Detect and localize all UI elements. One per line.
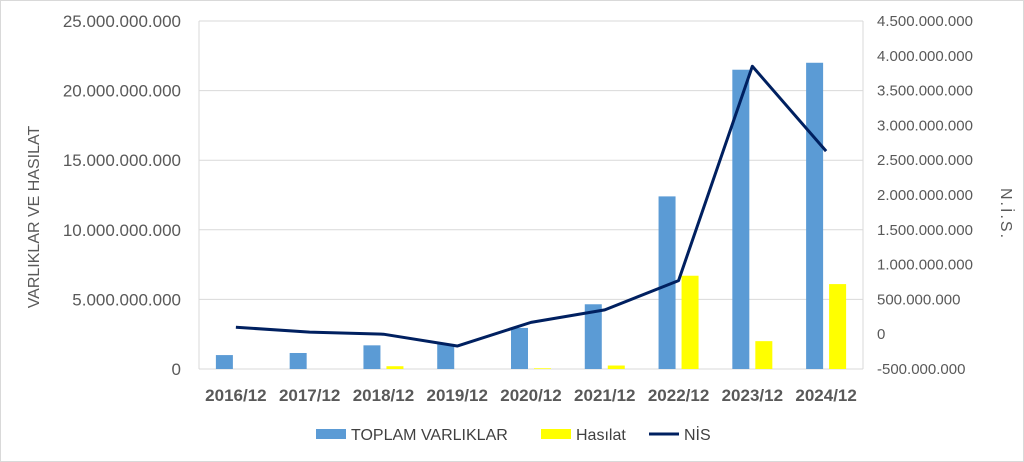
x-tick-label: 2018/12 (353, 386, 414, 405)
x-tick-label: 2024/12 (795, 386, 856, 405)
bar (534, 368, 551, 369)
left-tick-label: 0 (172, 360, 181, 379)
bar (511, 327, 528, 369)
left-tick-label: 5.000.000.000 (72, 290, 181, 309)
left-axis-ticks: 0 5.000.000.000 10.000.000.000 15.000.000.0… (63, 12, 181, 379)
bar (806, 62, 824, 369)
left-axis-title: VARLIKLAR VE HASILAT (26, 125, 43, 308)
right-tick-label: 2.500.000.000 (877, 152, 973, 169)
left-tick-label: 15.000.000.000 (63, 151, 181, 170)
right-tick-label: 2.000.000.000 (877, 187, 973, 204)
x-tick-label: 2017/12 (279, 386, 340, 405)
left-tick-label: 25.000.000.000 (63, 12, 181, 31)
bar (829, 284, 847, 369)
bar (363, 345, 381, 369)
bar (607, 365, 625, 369)
bar (681, 275, 699, 369)
gridlines (198, 20, 864, 370)
right-tick-label: 500.000.000 (877, 291, 960, 308)
line-series (235, 64, 828, 348)
right-tick-label: 1.500.000.000 (877, 222, 973, 239)
x-tick-label: 2022/12 (648, 386, 709, 405)
right-tick-label: 1.000.000.000 (877, 257, 973, 274)
x-axis-ticks: 2016/12 2017/12 2018/12 2019/12 2020/12 2021/… (205, 386, 857, 405)
x-tick-label: 2020/12 (500, 386, 561, 405)
right-tick-label: 4.500.000.000 (877, 13, 973, 30)
x-tick-label: 2019/12 (426, 386, 487, 405)
right-tick-label: 0 (877, 326, 885, 343)
right-tick-label: 3.000.000.000 (877, 117, 973, 134)
legend-label: NİS (684, 425, 711, 444)
legend: TOPLAM VARLIKLAR Hasılat NİS (316, 425, 711, 444)
x-tick-label: 2023/12 (722, 386, 783, 405)
series-line (235, 64, 828, 348)
bar (658, 196, 676, 369)
x-tick-label: 2021/12 (574, 386, 635, 405)
bar (215, 355, 233, 369)
bar (584, 304, 602, 369)
right-axis-ticks: -500.000.000 0 500.000.000 1.000.000.000 1.5… (877, 13, 973, 378)
bar (755, 341, 773, 369)
left-tick-label: 10.000.000.000 (63, 221, 181, 240)
right-tick-label: 3.500.000.000 (877, 83, 973, 100)
bar (732, 69, 750, 369)
legend-swatch (541, 429, 571, 439)
legend-swatch (316, 429, 346, 439)
bar (386, 366, 404, 369)
legend-label: Hasılat (576, 427, 626, 444)
bar (289, 352, 307, 369)
left-tick-label: 20.000.000.000 (63, 82, 181, 101)
legend-label: TOPLAM VARLIKLAR (351, 427, 508, 444)
right-tick-label: -500.000.000 (877, 361, 965, 378)
x-tick-label: 2016/12 (205, 386, 266, 405)
bar (437, 343, 455, 369)
right-axis-title: N.İ.S. (997, 188, 1016, 240)
bar-series (215, 62, 847, 369)
right-tick-label: 4.000.000.000 (877, 48, 973, 65)
